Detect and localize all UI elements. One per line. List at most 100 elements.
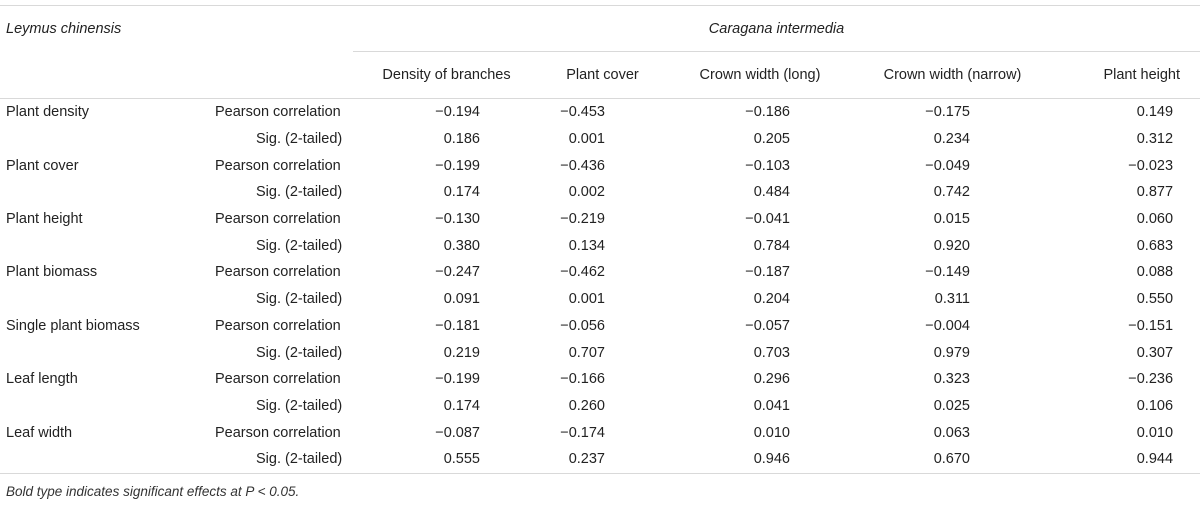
table-row: Sig. (2-tailed) 0.174 0.260 0.041 0.025 0.106 [0, 393, 1200, 420]
significance-value-cell: 0.484 [753, 184, 790, 201]
pearson-value-cell: −0.041 [745, 211, 790, 228]
stat-label: Pearson correlation [215, 424, 341, 441]
pearson-value-cell: −0.151 [1128, 317, 1174, 334]
pearson-value-cell: −0.436 [560, 157, 605, 174]
pearson-value-cell: −0.166 [560, 371, 605, 388]
column-header: Plant cover [540, 51, 665, 99]
correlation-table: Leymus chinensis Caragana intermedia Den… [0, 5, 1200, 474]
variable-label: Leaf length [6, 371, 78, 388]
column-header: Crown width (narrow) [855, 51, 1050, 99]
pearson-value-cell: −0.194 [435, 104, 480, 121]
table-row: Sig. (2-tailed) 0.555 0.237 0.946 0.670 0.944 [0, 445, 1200, 474]
header-row-species: Leymus chinensis Caragana intermedia [0, 5, 1200, 52]
variable-label: Plant density [6, 104, 90, 121]
significance-value-cell: 0.312 [1136, 131, 1174, 148]
significance-value-cell: 0.041 [753, 397, 790, 414]
significance-value-cell: 0.550 [1136, 291, 1174, 308]
stat-label: Pearson correlation [215, 371, 341, 388]
pearson-value-cell: −0.103 [745, 157, 790, 174]
pearson-value-cell: 0.088 [1136, 264, 1174, 281]
significance-value-cell: 0.001 [568, 291, 605, 308]
pearson-value-cell: −0.023 [1128, 157, 1174, 174]
table-row: Leaf length Pearson correlation −0.199 −0.1… [0, 366, 1200, 393]
pearson-value-cell: −0.199 [435, 157, 480, 174]
significance-value-cell: 0.946 [665, 445, 855, 474]
pearson-value-cell: −0.174 [560, 424, 605, 441]
significance-value-cell: 0.380 [443, 237, 480, 254]
column-species-label: Caragana intermedia [353, 5, 1200, 52]
variable-label: Plant biomass [6, 264, 98, 281]
table-row: Sig. (2-tailed) 0.186 0.001 0.205 0.234 0.312 [0, 126, 1200, 153]
significance-value-cell: 0.703 [753, 344, 790, 361]
pearson-value-cell: −0.199 [435, 371, 480, 388]
significance-value-cell: 0.683 [1136, 237, 1174, 254]
stat-label: Pearson correlation [215, 104, 341, 121]
table-row: Sig. (2-tailed) 0.091 0.001 0.204 0.311 0.550 [0, 286, 1200, 313]
table-body: Plant density Pearson correlation −0.194 −0… [0, 99, 1200, 474]
pearson-value-cell: −0.130 [435, 211, 480, 228]
significance-value-cell: 0.204 [753, 291, 790, 308]
pearson-value-cell: −0.186 [745, 104, 790, 121]
table-row: Leaf width Pearson correlation −0.087 −0.17… [0, 419, 1200, 446]
pearson-value-cell: 0.010 [1136, 424, 1174, 441]
row-species-label: Leymus chinensis [0, 5, 185, 52]
significance-value-cell: 0.311 [934, 291, 970, 308]
stat-label: Pearson correlation [215, 211, 341, 228]
stat-label: Sig. (2-tailed) [256, 397, 343, 414]
stat-label: Sig. (2-tailed) [185, 445, 353, 474]
column-header: Crown width (long) [665, 51, 855, 99]
pearson-value-cell: 0.015 [933, 211, 970, 228]
significance-value-cell: 0.219 [443, 344, 480, 361]
table-row: Plant biomass Pearson correlation −0.247 −0… [0, 259, 1200, 286]
significance-value-cell: 0.106 [1136, 397, 1174, 414]
pearson-value-cell: −0.057 [745, 317, 790, 334]
pearson-value-cell: −0.219 [560, 211, 605, 228]
significance-value-cell: 0.234 [933, 131, 970, 148]
pearson-value-cell: −0.236 [1128, 371, 1174, 388]
significance-value-cell: 0.134 [568, 237, 605, 254]
pearson-value-cell: −0.004 [925, 317, 970, 334]
significance-value-cell: 0.920 [933, 237, 970, 254]
pearson-value-cell: −0.453 [560, 104, 605, 121]
significance-value-cell: 0.979 [933, 344, 970, 361]
significance-value-cell: 0.001 [568, 131, 605, 148]
significance-value-cell: 0.174 [443, 397, 480, 414]
significance-value-cell: 0.002 [568, 184, 605, 201]
variable-label: Single plant biomass [6, 317, 140, 334]
stat-label: Sig. (2-tailed) [256, 131, 343, 148]
significance-value-cell: 0.186 [443, 131, 480, 148]
variable-label: Leaf width [6, 424, 73, 441]
pearson-value-cell: −0.087 [435, 424, 480, 441]
significance-value-cell: 0.944 [1050, 445, 1200, 474]
header-row-columns: Density of branches Plant cover Crown wi… [0, 51, 1200, 99]
significance-value-cell: 0.670 [855, 445, 1050, 474]
pearson-value-cell: −0.175 [925, 104, 970, 121]
pearson-value-cell: 0.149 [1136, 104, 1174, 121]
table-footnote: Bold type indicates significant effects … [6, 484, 300, 499]
table-row: Plant height Pearson correlation −0.130 −0.… [0, 206, 1200, 233]
significance-value-cell: 0.555 [353, 445, 540, 474]
pearson-value-cell: −0.181 [435, 317, 480, 334]
significance-value-cell: 0.237 [540, 445, 665, 474]
pearson-value-cell: −0.056 [560, 317, 605, 334]
table-row: Sig. (2-tailed) 0.380 0.134 0.784 0.920 0.683 [0, 232, 1200, 259]
pearson-value-cell: 0.296 [753, 371, 790, 388]
significance-value-cell: 0.707 [568, 344, 605, 361]
column-header: Density of branches [353, 51, 540, 99]
pearson-value-cell: −0.462 [560, 264, 605, 281]
pearson-value-cell: 0.063 [933, 424, 970, 441]
stat-label: Pearson correlation [215, 317, 341, 334]
pearson-value-cell: 0.060 [1136, 211, 1174, 228]
pearson-value-cell: 0.323 [933, 371, 970, 388]
variable-label: Plant height [6, 211, 83, 228]
significance-value-cell: 0.205 [753, 131, 790, 148]
pearson-value-cell: −0.049 [925, 157, 970, 174]
stat-label: Sig. (2-tailed) [256, 291, 343, 308]
table-row: Sig. (2-tailed) 0.174 0.002 0.484 0.742 0.877 [0, 179, 1200, 206]
significance-value-cell: 0.784 [753, 237, 790, 254]
table-row: Single plant biomass Pearson correlation −… [0, 313, 1200, 340]
column-header: Plant height [1050, 51, 1200, 99]
significance-value-cell: 0.174 [443, 184, 480, 201]
stat-label: Pearson correlation [215, 264, 341, 281]
stat-label: Sig. (2-tailed) [256, 237, 343, 254]
